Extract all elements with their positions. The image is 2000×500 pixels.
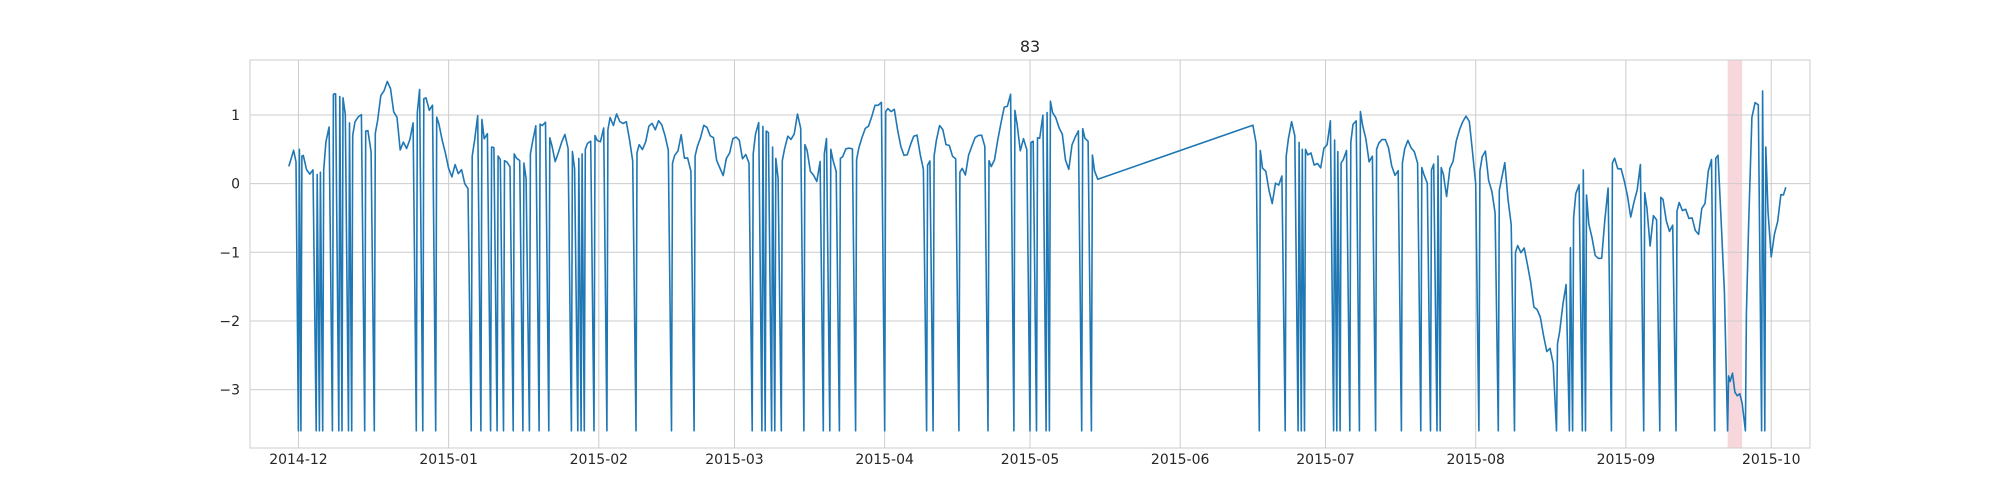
y-tick-label: −3 [219,383,240,399]
plot-area-border [249,59,1811,449]
chart-title: 83 [1020,37,1040,56]
y-tick-label: −1 [219,245,240,261]
x-tick-label: 2015-01 [419,452,478,468]
series-line [288,80,1787,432]
y-axis-ticks: 1 0 −1 −2 −3 [219,108,240,399]
y-tick-label: 1 [231,108,240,124]
x-tick-label: 2015-05 [1001,452,1060,468]
x-tick-label: 2015-04 [855,452,914,468]
x-tick-label: 2015-09 [1597,452,1656,468]
x-axis-ticks: 2014-12 2015-01 2015-02 2015-03 2015-04 2015-… [269,452,1800,468]
x-tick-label: 2015-03 [705,452,764,468]
y-tick-label: −2 [219,314,240,330]
x-tick-label: 2014-12 [269,452,328,468]
y-tick-label: 0 [231,177,240,193]
x-tick-label: 2015-08 [1446,452,1505,468]
x-tick-label: 2015-06 [1151,452,1210,468]
data-series [288,80,1787,432]
x-tick-label: 2015-10 [1742,452,1801,468]
highlight-band [1727,60,1743,448]
x-tick-label: 2015-02 [570,452,629,468]
x-tick-label: 2015-07 [1296,452,1355,468]
